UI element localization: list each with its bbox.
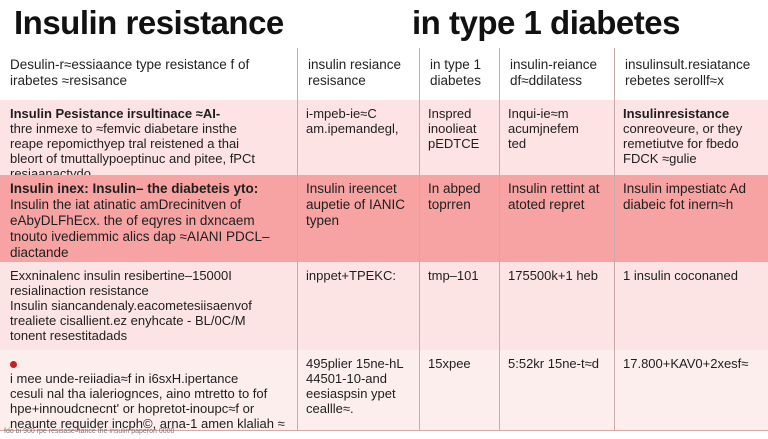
cell-text: Exxninalenc insulin resibertine–15000I r…: [10, 268, 252, 343]
cell-text: in type 1 diabetes: [430, 57, 482, 88]
bullet: [10, 361, 17, 368]
cell-text: Insulin inex: Insulin– the diabeteis yto…: [10, 181, 270, 260]
table-cell: Inqui-ie≈m acumjnefem ted: [500, 100, 615, 175]
cell-text: 175500k+1 heb: [508, 268, 599, 283]
table-row: Insulin Pesistance irsultinace ≈AI- thre…: [0, 100, 768, 176]
header-cell: insulin resiance resisance: [298, 48, 420, 100]
table-row: Exxninalenc insulin resibertine–15000I r…: [0, 262, 768, 351]
table-cell: Insulin rettint at atoted repret: [500, 175, 615, 262]
table-cell: i mee unde-reiiadia≈f in i6sxH.ipertance…: [0, 350, 298, 430]
table-row: i mee unde-reiiadia≈f in i6sxH.ipertance…: [0, 350, 768, 431]
cell-text: Insulin rettint at atoted repret: [508, 181, 600, 212]
cell-text: insulin-reiance df≈ddilatess: [510, 57, 598, 88]
title-right: in type 1 diabetes: [412, 4, 680, 41]
cell-text: Insulin Pesistance irsultinace ≈AI- thre…: [10, 106, 255, 175]
table-cell: 17.800+KAV0+2xesf≈: [615, 350, 768, 430]
cell-text: 495plier 15ne-hL 44501-10-and eesiaspsin…: [306, 356, 404, 416]
cell-text: In abped toprren: [428, 181, 481, 212]
header-cell: in type 1 diabetes: [420, 48, 500, 100]
table-cell: Insulin ireencet aupetie of IANIC typen: [298, 175, 420, 262]
table-cell: inppet+TPEKC:: [298, 262, 420, 350]
table-row: Insulin inex: Insulin– the diabeteis yto…: [0, 175, 768, 263]
header-cell: insulin-reiance df≈ddilatess: [500, 48, 615, 100]
cell-text: Inqui-ie≈m acumjnefem ted: [508, 106, 579, 151]
cell-text: 17.800+KAV0+2xesf≈: [623, 356, 749, 371]
table-cell: 175500k+1 heb: [500, 262, 615, 350]
footer: fdo bi 900 rpe resisase≈tance the insuli…: [4, 428, 175, 435]
table-cell: In abped toprren: [420, 175, 500, 262]
cell-text: Inspred inoolieat pEDTCE: [428, 106, 480, 151]
title-left: Insulin resistance: [14, 4, 284, 41]
cell-text: 5:52kr 15ne-t≈d: [508, 356, 599, 371]
cell-text: Desulin-r≈essiaance type resistance f of…: [10, 57, 250, 88]
header-cell: insulinsult.resiatance rebetes serollf≈x: [615, 48, 768, 100]
table-cell: Exxninalenc insulin resibertine–15000I r…: [0, 262, 298, 350]
header-row: Desulin-r≈essiaance type resistance f of…: [0, 48, 768, 101]
table-cell: 5:52kr 15ne-t≈d: [500, 350, 615, 430]
header-cell: Desulin-r≈essiaance type resistance f of…: [0, 48, 298, 100]
cell-text: tmp–101: [428, 268, 479, 283]
table-cell: 15xpee: [420, 350, 500, 430]
cell-text: 1 insulin coconaned: [623, 268, 738, 283]
table-cell: Insulinresistance conreoveure, or they r…: [615, 100, 768, 175]
cell-text: insulin resiance resisance: [308, 57, 402, 88]
table-cell: 1 insulin coconaned: [615, 262, 768, 350]
table-cell: Inspred inoolieat pEDTCE: [420, 100, 500, 175]
cell-text: insulinsult.resiatance rebetes serollf≈x: [625, 57, 751, 88]
cell-text: i-mpeb-ie≈C am.ipemandegl,: [306, 106, 399, 136]
cell-text: Insulinresistance conreoveure, or they r…: [623, 106, 743, 166]
table-cell: Insulin inex: Insulin– the diabeteis yto…: [0, 175, 298, 262]
table-cell: i-mpeb-ie≈C am.ipemandegl,: [298, 100, 420, 175]
table-cell: Insulin impestiatc Ad diabeic fot inern≈…: [615, 175, 768, 262]
table: Desulin-r≈essiaance type resistance f of…: [0, 48, 768, 431]
table-cell: tmp–101: [420, 262, 500, 350]
table-cell: 495plier 15ne-hL 44501-10-and eesiaspsin…: [298, 350, 420, 430]
cell-text: Insulin ireencet aupetie of IANIC typen: [306, 181, 406, 228]
cell-text: Insulin impestiatc Ad diabeic fot inern≈…: [623, 181, 747, 212]
table-cell: Insulin Pesistance irsultinace ≈AI- thre…: [0, 100, 298, 175]
cell-text: inppet+TPEKC:: [306, 268, 396, 283]
cell-text: 15xpee: [428, 356, 471, 371]
cell-text: i mee unde-reiiadia≈f in i6sxH.ipertance…: [10, 371, 285, 430]
